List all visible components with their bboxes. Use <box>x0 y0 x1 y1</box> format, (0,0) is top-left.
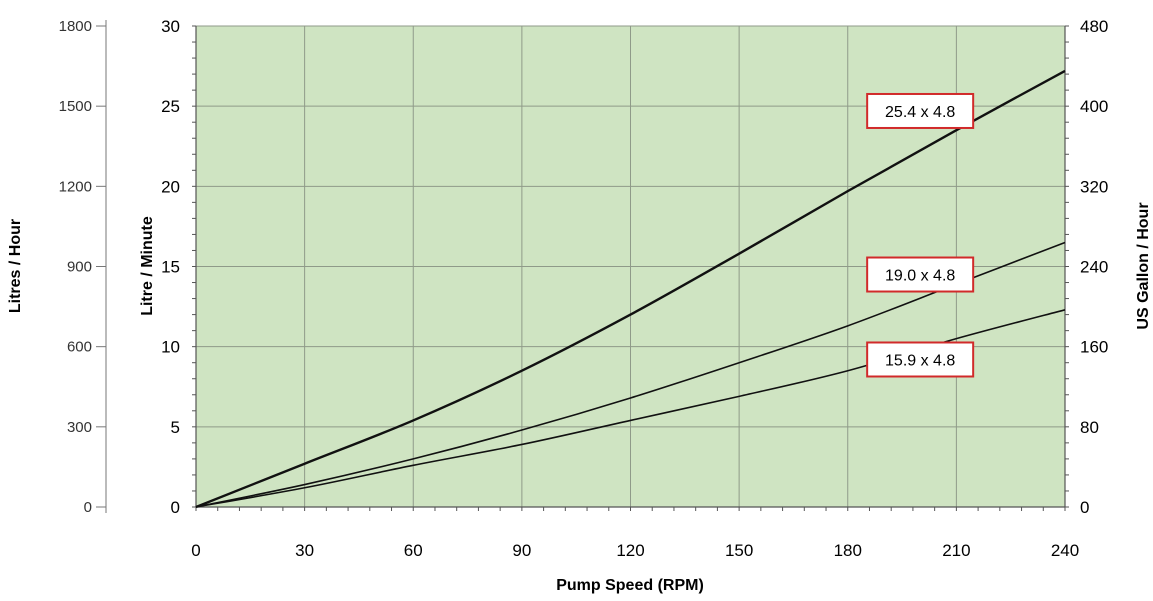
series-line <box>195 241 1066 508</box>
y-tick-label: 30 <box>161 17 180 36</box>
series-label-text: 25.4 x 4.8 <box>885 104 955 121</box>
y-tick-label: 25 <box>161 97 180 116</box>
x-tick-label: 30 <box>295 541 314 560</box>
y-secondary-left-tick-label: 1800 <box>59 18 92 35</box>
y-secondary-left-tick-label: 600 <box>67 339 92 356</box>
axes: 0 30 60 90 120 150 180 210 240051015202530030060… <box>59 17 1109 560</box>
y-tick-label: 10 <box>161 338 180 357</box>
y-tick-label: 0 <box>171 498 180 517</box>
series-label-text: 15.9 x 4.8 <box>885 352 955 369</box>
x-tick-label: 60 <box>404 541 423 560</box>
y-secondary-left-tick-label: 0 <box>84 499 92 516</box>
x-tick-label: 150 <box>725 541 753 560</box>
y-right-tick-label: 160 <box>1080 338 1108 357</box>
series-label-box <box>866 341 975 378</box>
y-right-tick-label: 400 <box>1080 97 1108 116</box>
y-secondary-left-tick-label: 1200 <box>59 178 92 195</box>
x-axis-title: Pump Speed (RPM) <box>556 577 704 594</box>
y-tick-label: 5 <box>171 418 180 437</box>
y-axis-right-title: US Gallon / Hour <box>1135 202 1152 329</box>
x-tick-label: 210 <box>942 541 970 560</box>
y-right-tick-label: 320 <box>1080 177 1108 196</box>
x-tick-label: 120 <box>616 541 644 560</box>
minor-ticks <box>192 25 1069 511</box>
y-right-tick-label: 0 <box>1080 498 1089 517</box>
x-tick-label: 0 <box>191 541 200 560</box>
series-line <box>195 69 1066 509</box>
x-tick-label: 180 <box>834 541 862 560</box>
series-label-text: 19.0 x 4.8 <box>885 268 955 285</box>
y-right-tick-label: 80 <box>1080 418 1099 437</box>
x-tick-label: 90 <box>512 541 531 560</box>
series-labels: 25.4 x 4.8 19.0 x 4.8 15.9 x 4.8 <box>866 92 975 378</box>
y-secondary-left-tick-label: 900 <box>67 259 92 276</box>
y-axis-title: Litre / Minute <box>139 216 156 316</box>
series-label-box <box>866 256 975 293</box>
x-tick-label: 240 <box>1051 541 1079 560</box>
y-right-tick-label: 480 <box>1080 17 1108 36</box>
y-secondary-left-tick-label: 300 <box>67 419 92 436</box>
series-label-box <box>866 92 975 129</box>
y-axis-secondary-left-title: Litres / Hour <box>7 219 24 313</box>
y-tick-label: 20 <box>161 177 180 196</box>
y-right-tick-label: 240 <box>1080 258 1108 277</box>
y-secondary-left-tick-label: 1500 <box>59 98 92 115</box>
y-tick-label: 15 <box>161 258 180 277</box>
